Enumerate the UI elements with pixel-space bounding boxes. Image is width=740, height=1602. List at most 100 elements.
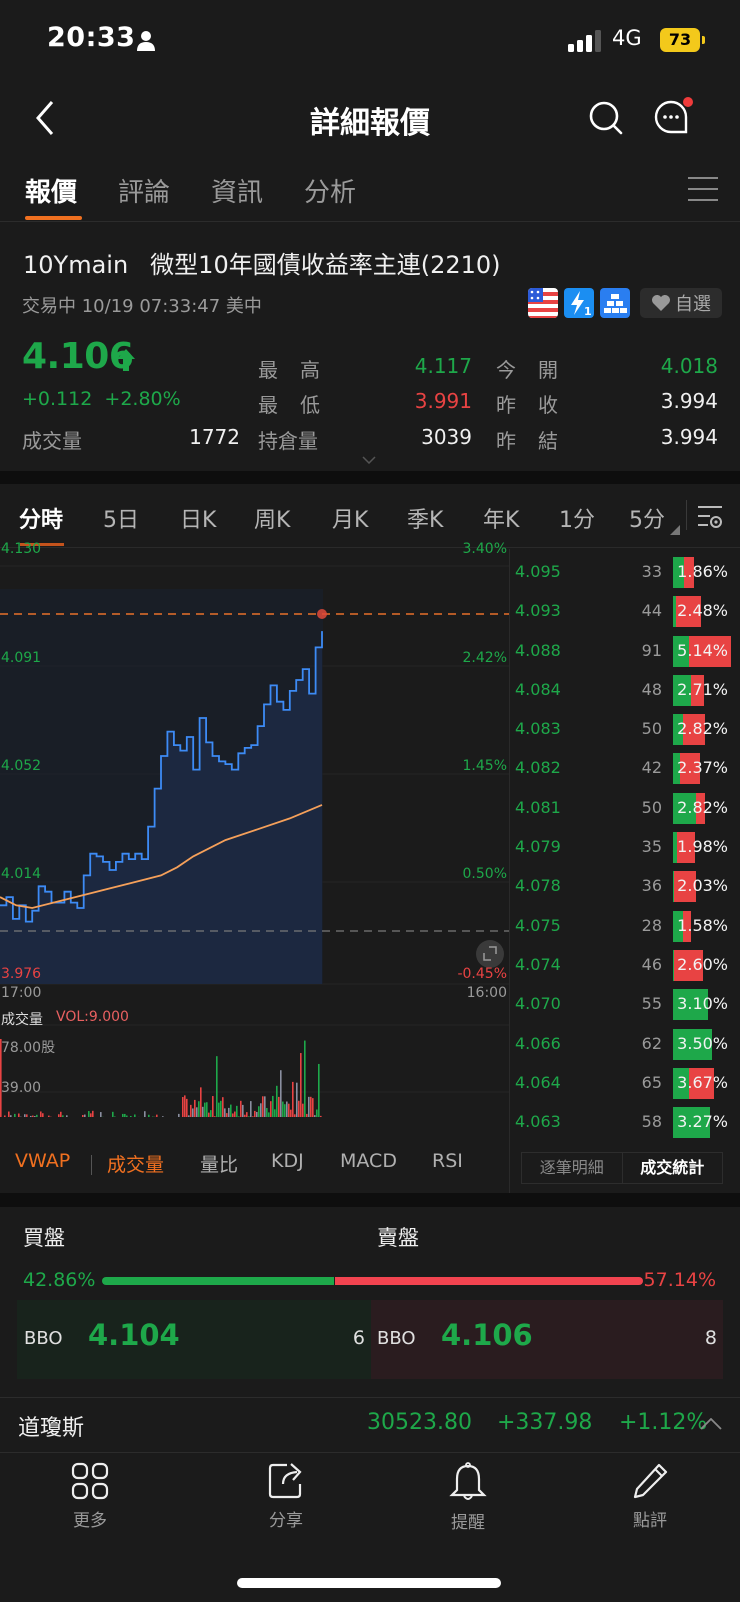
pencil-icon xyxy=(633,1463,668,1499)
chart-tab-intraday[interactable]: 分時 xyxy=(19,508,64,533)
index-ticker[interactable]: 道瓊斯 30523.80 +337.98 +1.12% xyxy=(0,1397,740,1453)
comment-button[interactable]: 點評 xyxy=(610,1462,690,1531)
stat-price: 4.064 xyxy=(515,1072,561,1092)
pct-axis-top: 3.40% xyxy=(462,541,507,557)
pct-axis-4: 0.50% xyxy=(462,866,507,882)
tab-divider xyxy=(686,500,687,530)
stat-price: 4.066 xyxy=(515,1033,561,1053)
chart-tab-1min[interactable]: 1分 xyxy=(559,508,595,533)
svg-text:1: 1 xyxy=(584,305,592,318)
chart-tab-yearly[interactable]: 年K xyxy=(483,508,520,533)
indicator-tab-volume-ratio[interactable]: 量比 xyxy=(200,1154,239,1176)
trade-statistics-list[interactable]: 4.095 33 1.86% 4.093 44 2.48% 4.088 91 5.14% 4.08… xyxy=(510,553,740,1142)
open-interest-label: 持倉量 xyxy=(258,429,318,453)
chart-divider xyxy=(509,549,510,1194)
tab-tick-details[interactable]: 逐筆明細 xyxy=(539,1158,604,1177)
back-button[interactable] xyxy=(30,96,62,140)
chart-tab-5d[interactable]: 5日 xyxy=(103,508,139,533)
buy-sell-bar xyxy=(673,1067,715,1099)
chart-settings-icon[interactable] xyxy=(696,502,724,530)
home-indicator[interactable] xyxy=(237,1578,501,1588)
chart-tab-quarterly[interactable]: 季K xyxy=(407,508,444,533)
stat-percent: 1.98% xyxy=(677,837,728,857)
prev-settle-value: 3.994 xyxy=(660,425,718,449)
more-periods-indicator xyxy=(670,525,680,535)
pct-axis-3: 1.45% xyxy=(462,758,507,774)
volume-panel-title: 成交量 xyxy=(1,1012,43,1028)
chart-tab-daily[interactable]: 日K xyxy=(180,508,217,533)
active-tab-indicator xyxy=(25,216,82,220)
trade-stat-row: 4.063 58 3.27% xyxy=(510,1103,740,1142)
open-interest-value: 3039 xyxy=(421,425,472,449)
volume-current: VOL:9.000 xyxy=(56,1009,129,1025)
tab-quote[interactable]: 報價 xyxy=(25,178,78,208)
add-to-watchlist-button[interactable]: 自選 xyxy=(640,288,722,318)
menu-icon[interactable] xyxy=(688,176,718,202)
search-icon[interactable] xyxy=(588,100,624,136)
best-ask: BBO 4.106 8 xyxy=(371,1300,723,1379)
stat-percent: 2.60% xyxy=(677,954,728,974)
indicator-tab-macd[interactable]: MACD xyxy=(340,1150,397,1172)
stat-percent: 2.82% xyxy=(677,719,728,739)
stat-percent: 3.10% xyxy=(677,994,728,1014)
bid-title: 買盤 xyxy=(23,1226,65,1250)
stat-percent: 5.14% xyxy=(677,640,728,660)
chart-tab-5min[interactable]: 5分 xyxy=(629,508,665,533)
indicator-tabs: VWAP 成交量 量比 KDJ MACD RSI xyxy=(0,1150,510,1184)
chevron-up-icon[interactable] xyxy=(700,1418,722,1430)
stat-price: 4.074 xyxy=(515,954,561,974)
price-chart-svg xyxy=(0,565,510,1117)
chart-tab-monthly[interactable]: 月K xyxy=(332,508,369,533)
index-change-pct: +1.12% xyxy=(619,1410,708,1435)
volume-axis-top: 78.00股 xyxy=(1,1040,56,1056)
stat-price: 4.079 xyxy=(515,837,561,857)
stat-percent: 3.27% xyxy=(677,1112,728,1132)
trade-stat-row: 4.075 28 1.58% xyxy=(510,907,740,946)
indicator-tab-rsi[interactable]: RSI xyxy=(432,1150,463,1172)
price-axis-2: 4.091 xyxy=(1,650,42,666)
trade-stat-row: 4.074 46 2.60% xyxy=(510,946,740,985)
tab-trade-statistics[interactable]: 成交統計 xyxy=(621,1153,723,1183)
stat-price: 4.088 xyxy=(515,640,561,660)
trade-stat-row: 4.088 91 5.14% xyxy=(510,632,740,671)
bid-bbo-label: BBO xyxy=(24,1328,63,1349)
share-icon xyxy=(268,1463,302,1499)
badge-row: 1 自選 xyxy=(528,288,722,318)
tab-analysis[interactable]: 分析 xyxy=(304,178,357,208)
trading-status: 交易中 10/19 07:33:47 美中 xyxy=(22,296,262,317)
indicator-tab-kdj[interactable]: KDJ xyxy=(271,1150,304,1172)
buy-sell-bar xyxy=(673,832,696,864)
volume-value: 1772 xyxy=(189,425,240,449)
stat-price: 4.078 xyxy=(515,876,561,896)
prev-close-value: 3.994 xyxy=(660,389,718,413)
indicator-tab-volume[interactable]: 成交量 xyxy=(107,1154,165,1176)
tab-news[interactable]: 資訊 xyxy=(211,178,264,208)
price-axis-bottom: 3.976 xyxy=(1,966,42,982)
share-button[interactable]: 分享 xyxy=(246,1462,326,1531)
alert-button[interactable]: 提醒 xyxy=(428,1462,508,1533)
intraday-chart[interactable]: 4.130 4.091 4.052 4.014 3.976 3.40% 2.42… xyxy=(0,541,510,1183)
more-label: 更多 xyxy=(73,1511,107,1531)
low-label: 最低 xyxy=(258,393,342,417)
stat-percent: 3.67% xyxy=(677,1072,728,1092)
person-icon xyxy=(137,31,155,51)
tab-comments[interactable]: 評論 xyxy=(118,178,171,208)
stat-price: 4.093 xyxy=(515,601,561,621)
prev-settle-label: 昨結 xyxy=(496,429,580,453)
best-bid: BBO 4.104 6 xyxy=(17,1300,371,1379)
bid-percent: 42.86% xyxy=(23,1269,96,1291)
indicator-divider xyxy=(91,1155,92,1175)
stat-percent: 1.86% xyxy=(677,562,728,581)
status-time: 20:33 xyxy=(47,22,136,53)
bell-icon xyxy=(449,1462,487,1500)
more-button[interactable]: 更多 xyxy=(50,1462,130,1531)
stat-price: 4.082 xyxy=(515,758,561,778)
trade-stat-row: 4.066 62 3.50% xyxy=(510,1025,740,1064)
buy-sell-bar xyxy=(673,1028,713,1060)
stat-count: 44 xyxy=(641,601,662,621)
chart-tab-weekly[interactable]: 周K xyxy=(254,508,291,533)
stat-count: 50 xyxy=(641,719,662,739)
chat-icon[interactable] xyxy=(652,96,694,138)
expand-chevron-icon[interactable] xyxy=(362,456,376,464)
indicator-tab-vwap[interactable]: VWAP xyxy=(15,1150,71,1172)
